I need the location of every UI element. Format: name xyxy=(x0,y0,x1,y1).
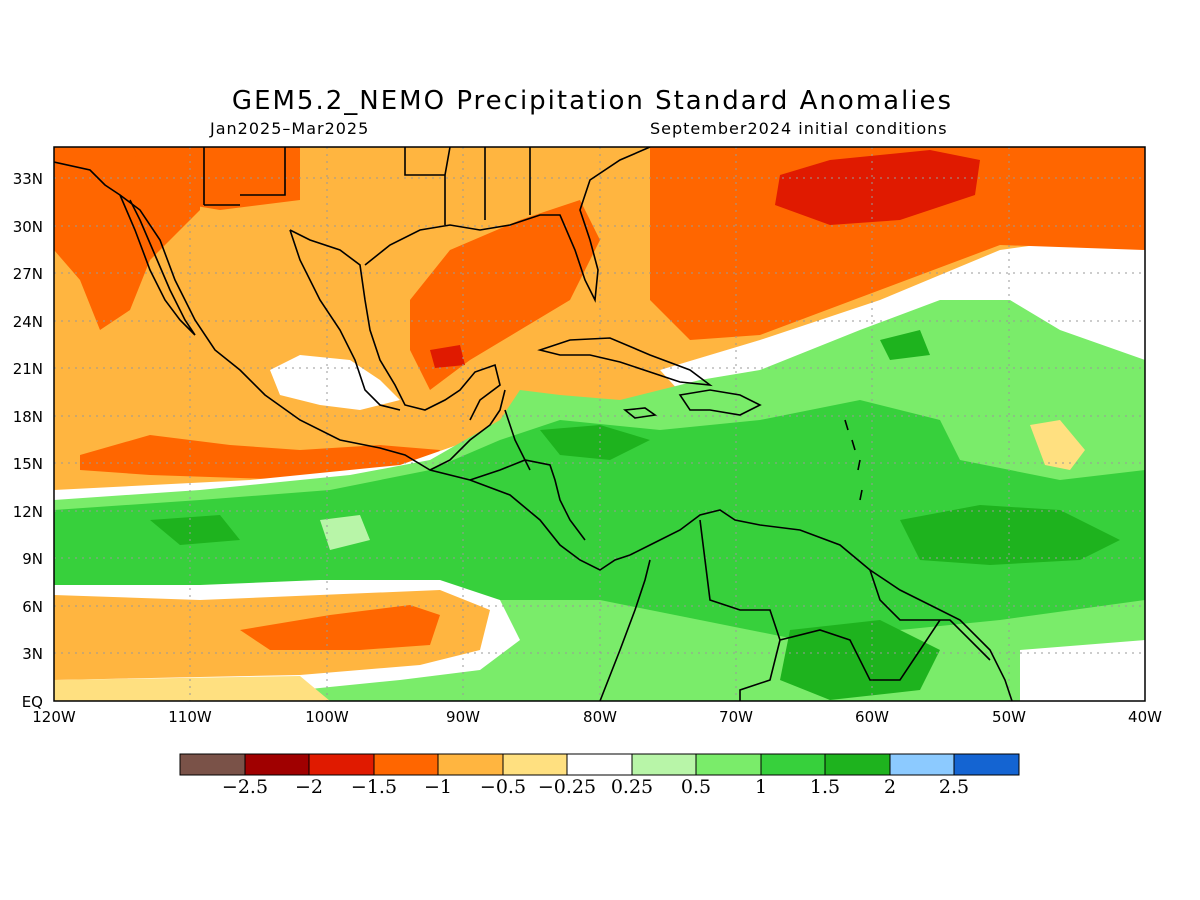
colorbar-label-6: 0.25 xyxy=(611,776,653,798)
colorbar-label-8: 1 xyxy=(755,776,767,798)
lon-label-70w: 70W xyxy=(719,708,753,726)
colorbar-swatch-3 xyxy=(373,753,439,776)
map-frame xyxy=(53,146,1146,702)
lat-label-15n: 15N xyxy=(13,455,43,473)
colorbar-swatch-9 xyxy=(760,753,826,776)
colorbar-label-7: 0.5 xyxy=(681,776,711,798)
colorbar-label-9: 1.5 xyxy=(810,776,840,798)
lon-label-90w: 90W xyxy=(446,708,480,726)
colorbar-label-3: −1 xyxy=(424,776,452,798)
lon-label-40w: 40W xyxy=(1128,708,1162,726)
colorbar-label-0: −2.5 xyxy=(222,776,268,798)
colorbar-swatch-4 xyxy=(437,753,504,776)
colorbar-swatch-2 xyxy=(308,753,375,776)
latitude-axis: 33N 30N 27N 24N 21N 18N 15N 12N 9N 6N 3N… xyxy=(13,170,43,711)
colorbar-swatch-7 xyxy=(631,753,697,776)
lat-label-21n: 21N xyxy=(13,360,43,378)
lat-label-3n: 3N xyxy=(22,645,43,663)
lat-label-eq: EQ xyxy=(22,693,43,711)
colorbar-label-1: −2 xyxy=(295,776,323,798)
lat-label-33n: 33N xyxy=(13,170,43,188)
map-title: GEM5.2_NEMO Precipitation Standard Anoma… xyxy=(231,86,954,116)
colorbar-swatch-8 xyxy=(695,753,762,776)
colorbar-swatch-5 xyxy=(502,753,568,776)
lat-label-30n: 30N xyxy=(13,218,43,236)
lat-label-27n: 27N xyxy=(13,265,43,283)
lon-label-60w: 60W xyxy=(855,708,889,726)
lat-label-24n: 24N xyxy=(13,313,43,331)
colorbar-label-5: −0.25 xyxy=(538,776,596,798)
lat-label-9n: 9N xyxy=(22,550,43,568)
colorbar-swatch-10 xyxy=(824,753,891,776)
colorbar-label-4: −0.5 xyxy=(480,776,526,798)
colorbar-swatch-11 xyxy=(889,753,955,776)
initial-conditions: September2024 initial conditions xyxy=(650,119,948,138)
colorbar-swatch-6 xyxy=(566,753,633,776)
lon-label-50w: 50W xyxy=(992,708,1026,726)
forecast-period: Jan2025–Mar2025 xyxy=(210,119,370,138)
graticule xyxy=(54,147,1145,701)
lon-label-100w: 100W xyxy=(305,708,349,726)
colorbar-label-10: 2 xyxy=(884,776,896,798)
lat-label-12n: 12N xyxy=(13,503,43,521)
lon-label-120w: 120W xyxy=(32,708,76,726)
lon-label-110w: 110W xyxy=(168,708,212,726)
lon-label-80w: 80W xyxy=(583,708,617,726)
colorbar-label-11: 2.5 xyxy=(939,776,969,798)
coastlines xyxy=(54,147,1013,701)
lat-label-18n: 18N xyxy=(13,408,43,426)
lat-label-6n: 6N xyxy=(22,598,43,616)
colorbar-swatch-1 xyxy=(244,753,310,776)
colorbar-label-2: −1.5 xyxy=(351,776,397,798)
colorbar-swatch-0 xyxy=(179,753,246,776)
colorbar: −2.5 −2 −1.5 −1 −0.5 −0.25 0.25 0.5 1 1.… xyxy=(179,753,1020,798)
colorbar-swatch-12 xyxy=(953,753,1020,776)
longitude-axis: 120W 110W 100W 90W 80W 70W 60W 50W 40W xyxy=(32,708,1162,726)
